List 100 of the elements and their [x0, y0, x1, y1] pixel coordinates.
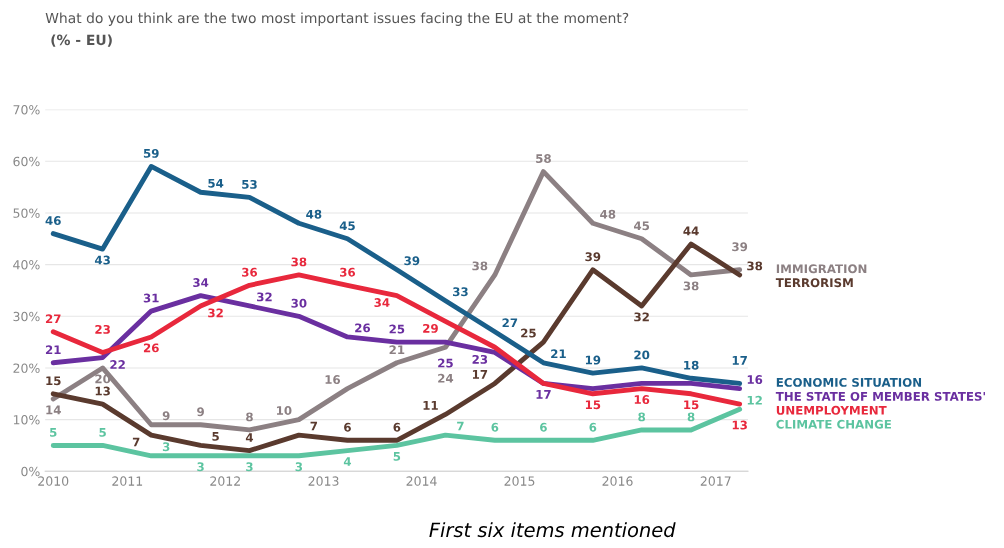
data-label: 5 — [50, 428, 57, 437]
data-label: 21 — [389, 345, 405, 355]
data-label: 34 — [193, 278, 209, 288]
data-label: 38 — [683, 281, 699, 291]
x-tick-label: 2012 — [210, 476, 240, 486]
data-label: 25 — [389, 324, 405, 334]
y-tick-label: 40% — [13, 260, 40, 270]
data-label: 32 — [634, 312, 649, 322]
data-label: 16 — [634, 395, 650, 405]
x-tick-label: 2011 — [112, 476, 143, 486]
data-label: 21 — [551, 349, 566, 359]
data-label: 6 — [491, 422, 499, 432]
data-label: 32 — [208, 308, 223, 318]
data-label: 53 — [242, 179, 257, 189]
data-label: 8 — [687, 412, 695, 422]
data-label: 7 — [310, 421, 318, 431]
data-label: 36 — [340, 267, 356, 277]
data-label: 8 — [246, 412, 253, 422]
data-label: 21 — [45, 345, 61, 355]
data-label: 7 — [457, 421, 464, 431]
data-label: 12 — [747, 395, 762, 405]
data-label: 20 — [634, 350, 650, 360]
data-label: 7 — [132, 437, 140, 447]
data-label: 45 — [633, 221, 650, 231]
data-label: 4 — [245, 433, 254, 442]
data-label: 44 — [683, 226, 699, 236]
data-label: 26 — [355, 323, 371, 333]
data-label: 3 — [197, 462, 204, 472]
text: IMMIGRATION — [776, 264, 867, 274]
data-label: 8 — [638, 412, 646, 422]
y-tick-label: 60% — [13, 156, 40, 167]
data-label: 5 — [212, 432, 219, 441]
chart-subtitle: (% - EU) — [51, 34, 112, 47]
data-label: 46 — [45, 216, 61, 226]
data-label: 54 — [208, 178, 224, 188]
data-label: 59 — [143, 148, 159, 158]
data-label: 32 — [257, 292, 272, 302]
data-label: 17 — [472, 370, 488, 379]
data-label: 3 — [162, 442, 170, 452]
data-label: 45 — [339, 221, 355, 231]
data-label: 31 — [143, 293, 159, 303]
data-label: 6 — [540, 422, 547, 432]
data-label: 4 — [343, 457, 352, 466]
data-label: 13 — [732, 420, 747, 430]
y-tick-label: 30% — [13, 311, 40, 322]
data-label: 22 — [110, 360, 125, 369]
data-label: 3 — [295, 462, 303, 472]
data-label: 27 — [502, 318, 518, 328]
text: CLIMATE CHANGE — [776, 419, 891, 429]
data-label: 38 — [747, 261, 763, 271]
text: TERRORISM — [775, 278, 853, 288]
data-label: 26 — [143, 343, 159, 353]
y-tick-label: 10% — [13, 415, 40, 425]
data-label: 9 — [197, 407, 204, 417]
data-label: 39 — [585, 252, 601, 262]
data-label: 36 — [242, 267, 258, 277]
x-tick-label: 2016 — [602, 476, 633, 486]
data-label: 6 — [589, 422, 597, 432]
data-label: 33 — [453, 287, 468, 297]
data-label: 34 — [374, 298, 390, 308]
data-label: 38 — [291, 257, 307, 267]
data-label: 14 — [46, 405, 61, 415]
data-label: 5 — [393, 452, 401, 461]
y-tick-label: 20% — [13, 363, 40, 373]
data-label: 5 — [99, 428, 106, 437]
data-label: 24 — [438, 373, 454, 383]
data-label: 58 — [536, 154, 551, 164]
y-tick-label: 50% — [13, 208, 40, 218]
data-label: 25 — [521, 328, 536, 338]
data-label: 25 — [438, 358, 453, 368]
data-label: 3 — [246, 462, 253, 472]
chart-title: What do you think are the two most important issues facing the EU at the moment? — [45, 12, 629, 26]
data-label: 10 — [276, 406, 292, 416]
y-tick-label: 0% — [21, 466, 40, 477]
data-label: 13 — [95, 386, 110, 396]
data-label: 6 — [344, 422, 351, 432]
data-label: 43 — [94, 255, 110, 265]
text: THE STATE OF MEMBER STATES' — [775, 391, 985, 401]
data-label: 18 — [684, 360, 699, 370]
data-label: 19 — [585, 355, 601, 365]
data-label: 15 — [684, 400, 699, 410]
data-label: 16 — [325, 375, 341, 385]
data-label: 9 — [162, 411, 170, 421]
data-label: 23 — [95, 324, 110, 334]
data-label: 38 — [472, 261, 488, 271]
text: ECONOMIC SITUATION — [776, 377, 922, 387]
data-label: 11 — [423, 401, 438, 410]
data-label: 15 — [46, 376, 61, 386]
x-tick-label: 2010 — [38, 476, 69, 486]
data-label: 39 — [732, 242, 748, 252]
x-tick-label: 2013 — [308, 476, 339, 486]
data-label: 16 — [747, 375, 763, 385]
data-label: 17 — [732, 356, 747, 365]
data-label: 17 — [536, 390, 551, 399]
data-label: 29 — [423, 323, 438, 333]
data-label: 23 — [472, 354, 488, 364]
data-label: 6 — [393, 422, 401, 432]
data-label: 39 — [404, 256, 420, 266]
text: First six items mentioned — [429, 522, 676, 538]
data-label: 27 — [45, 314, 61, 324]
